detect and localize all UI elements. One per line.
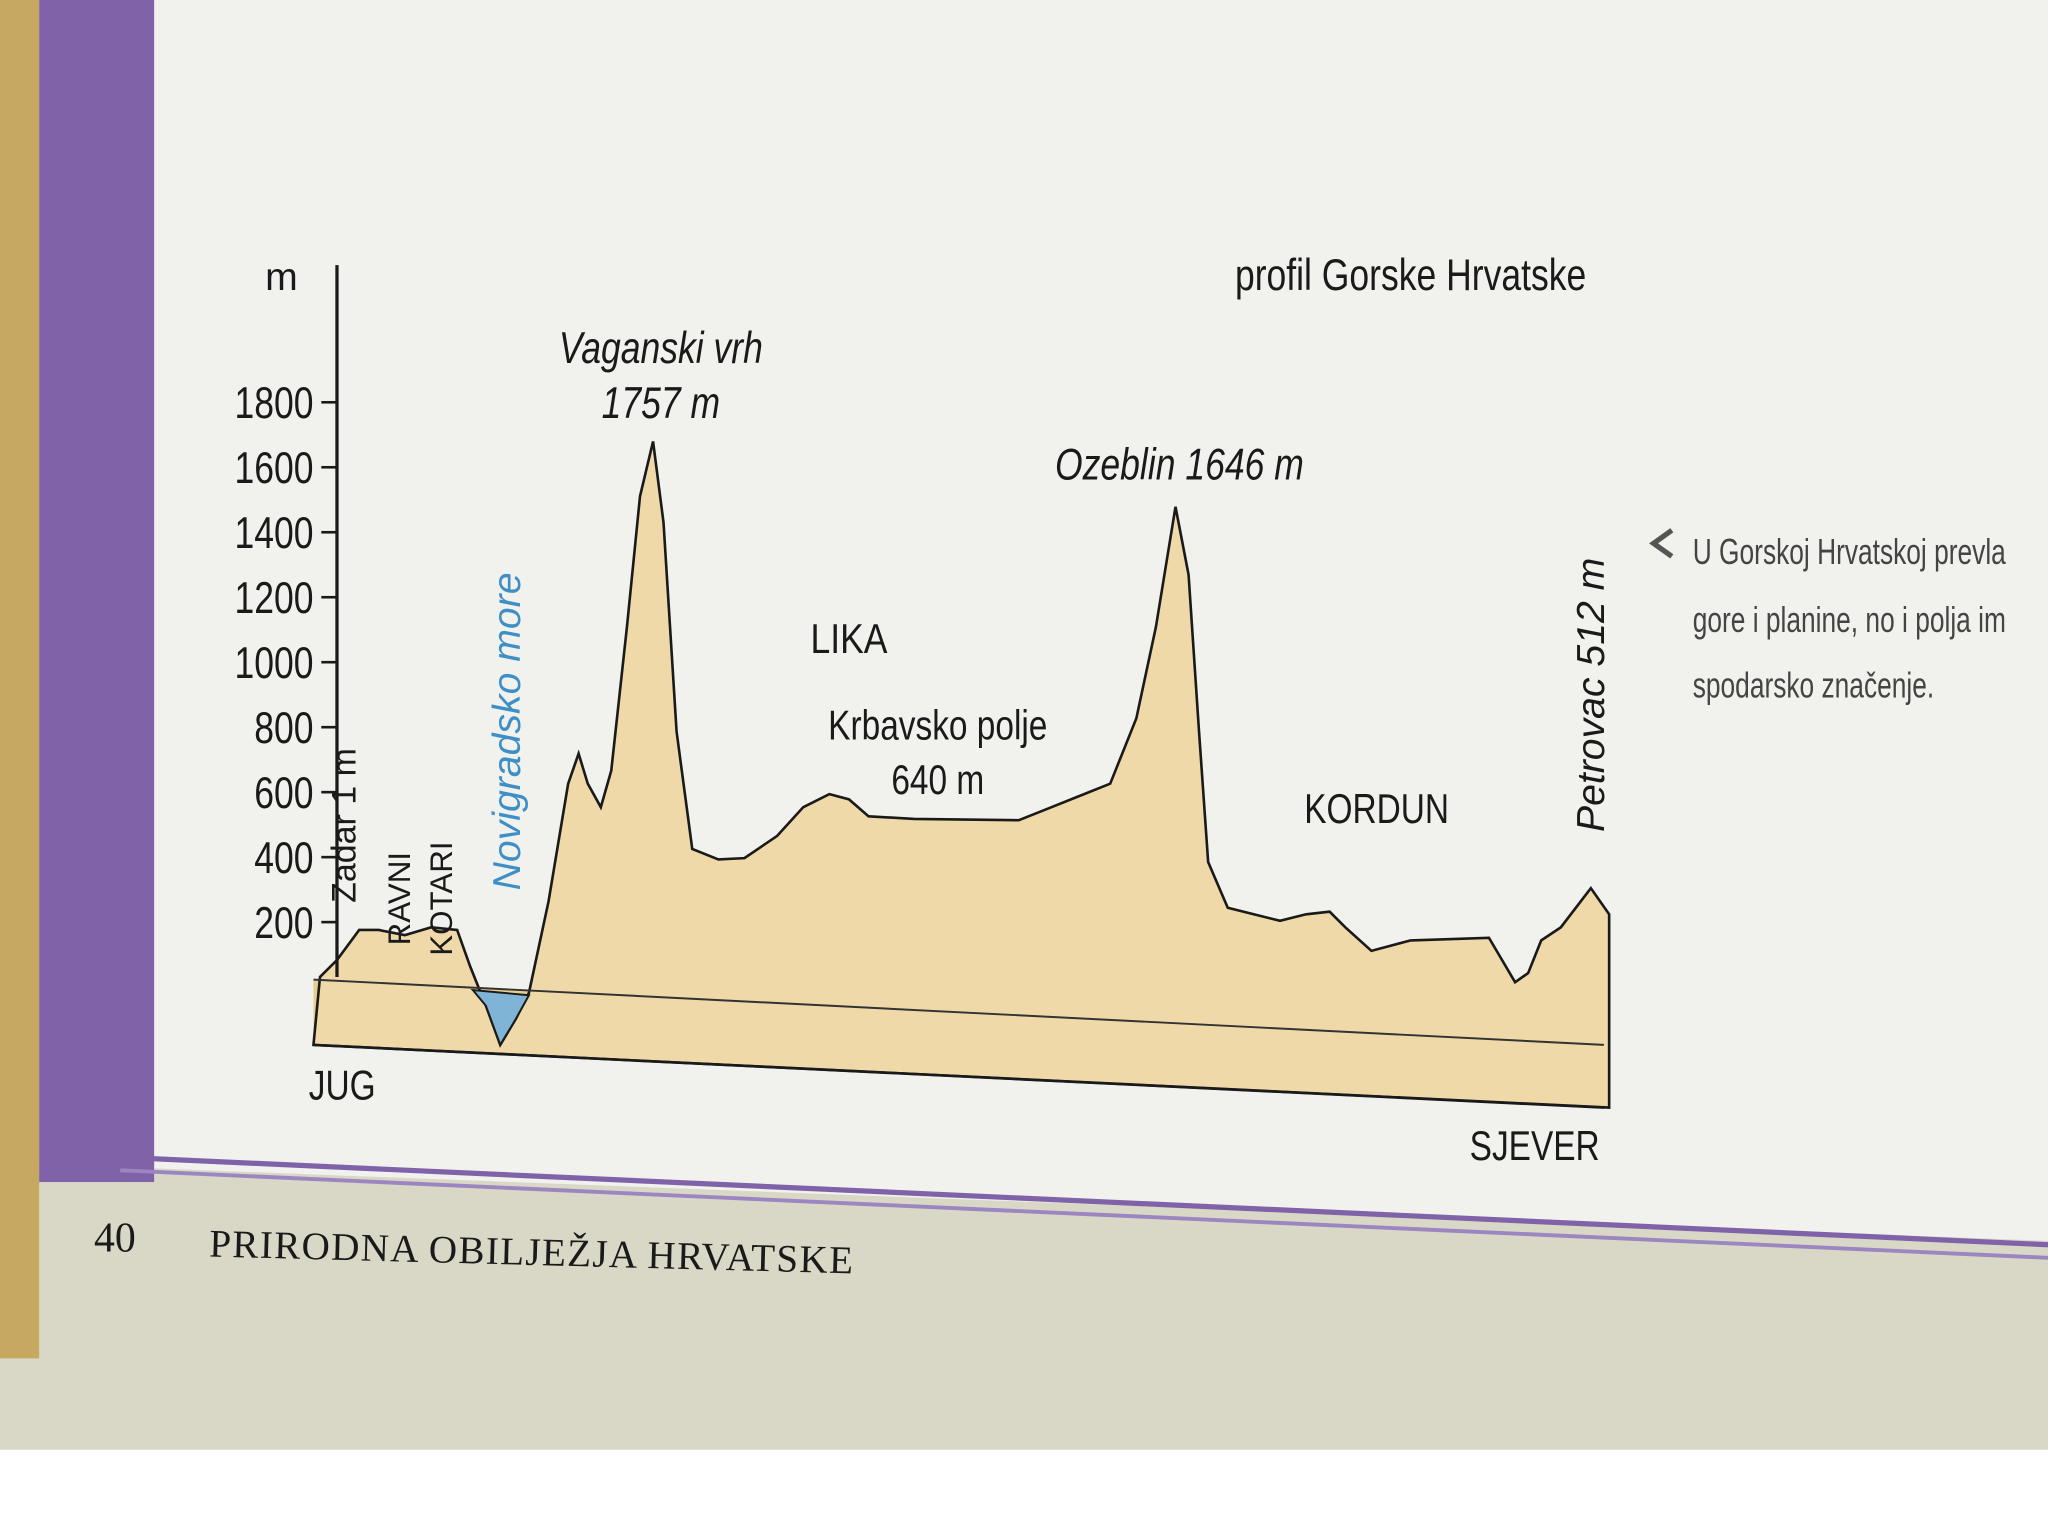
peak-label: Zadar 1 m — [325, 748, 363, 903]
axis-unit: m — [265, 256, 298, 299]
base-line — [313, 1043, 1604, 1109]
page-edges — [0, 0, 40, 1359]
direction-label: JUG — [309, 1063, 376, 1109]
caption-line: spodarsko značenje. — [1693, 664, 1934, 705]
page-number: 40 — [94, 1215, 136, 1261]
caption-arrow — [1649, 528, 1674, 559]
sea — [470, 988, 531, 1048]
caption-line: U Gorskoj Hrvatskoj prevla — [1693, 531, 2006, 572]
region-label: KORDUN — [1304, 786, 1449, 832]
y-tick-label: 1600 — [234, 443, 313, 493]
y-tick-label: 1800 — [234, 378, 313, 428]
sea-level — [313, 978, 1604, 1046]
region-label: RAVNI — [382, 852, 417, 945]
direction-label: SJEVER — [1470, 1123, 1600, 1169]
region-label: LIKA — [810, 616, 887, 662]
y-tick-label: 1200 — [234, 573, 313, 623]
purple-band — [39, 0, 155, 1183]
y-tick-label: 600 — [254, 768, 313, 818]
y-tick-label: 1000 — [234, 638, 313, 688]
peak-label: Ozeblin 1646 m — [1055, 440, 1304, 490]
sea-label: Novigradsko more — [486, 572, 529, 890]
caption-line: gore i planine, no i polja im — [1693, 599, 2006, 640]
y-tick-label: 200 — [254, 898, 313, 948]
y-ticks: 1800 1600 1400 1200 1000 800 600 400 200 — [234, 378, 337, 948]
y-tick-label: 400 — [254, 833, 313, 883]
peak-label: Petrovac 512 m — [1570, 558, 1613, 832]
region-label: KOTARI — [424, 841, 459, 955]
region-height: 640 m — [891, 758, 984, 804]
peak-name: Vaganski vrh — [559, 323, 763, 373]
rule — [120, 1168, 2048, 1260]
peak-height: 1757 m — [602, 378, 720, 428]
rule — [120, 1154, 2048, 1248]
y-tick-label: 800 — [254, 703, 313, 753]
diagram-title: profil Gorske Hrvatske — [1235, 250, 1586, 300]
region-label: Krbavsko polje — [828, 703, 1047, 749]
y-tick-label: 1400 — [234, 508, 313, 558]
